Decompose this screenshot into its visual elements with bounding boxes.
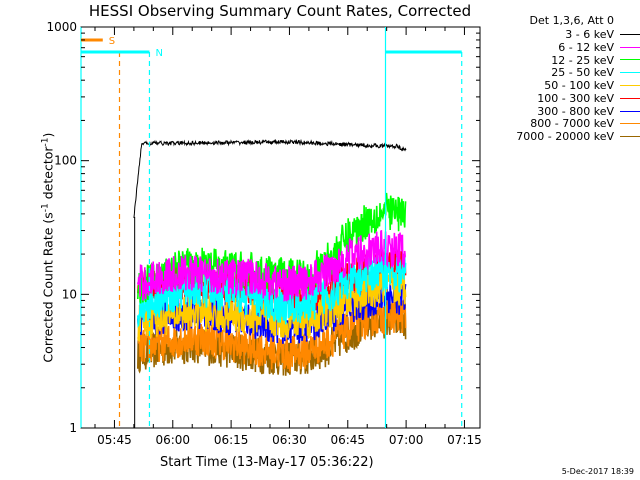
- series-line-25-50keV: [137, 254, 407, 329]
- x-axis-label: Start Time (13-May-17 05:36:22): [160, 455, 374, 470]
- legend-label: 300 - 800 keV: [537, 104, 614, 118]
- series-line-50-100keV: [137, 268, 407, 342]
- legend-entry: 7000 - 20000 keV: [484, 130, 640, 143]
- legend-label: 800 - 7000 keV: [530, 117, 614, 131]
- legend-entry: 800 - 7000 keV: [484, 117, 640, 131]
- legend-label: 7000 - 20000 keV: [516, 130, 614, 144]
- legend-entry: 3 - 6 keV: [484, 28, 640, 41]
- legend: Det 1,3,6, Att 0 3 - 6 keV 6 - 12 keV 12 -…: [484, 14, 640, 143]
- y-axis-label-sup1: -1: [40, 203, 51, 213]
- y-tick-label: 10: [62, 287, 77, 301]
- marker-label-N: N: [155, 48, 162, 59]
- y-tick-label: 1000: [46, 20, 77, 34]
- legend-swatch: [620, 46, 640, 48]
- legend-swatch: [620, 85, 640, 87]
- legend-entry: 50 - 100 keV: [484, 79, 640, 92]
- series-layer: [133, 138, 407, 428]
- x-tick-label: 05:45: [97, 433, 132, 447]
- legend-swatch: [620, 97, 640, 99]
- tick-layer: 1 10 100 1000 05:45 06:00 06:15 06:30 06:45 07:00…: [46, 20, 481, 447]
- y-axis-label-sup2: -1: [40, 137, 51, 147]
- legend-label: 12 - 25 keV: [551, 53, 614, 67]
- legend-entry: 6 - 12 keV: [484, 41, 640, 54]
- y-tick-label: 100: [54, 154, 77, 168]
- y-axis-label-mid: detector: [40, 146, 56, 204]
- legend-label: 3 - 6 keV: [565, 27, 614, 41]
- x-tick-label: 07:00: [389, 433, 424, 447]
- x-tick-label: 06:30: [272, 433, 307, 447]
- legend-entry: 25 - 50 keV: [484, 66, 640, 79]
- x-tick-label: 06:00: [155, 433, 190, 447]
- legend-entry: 300 - 800 keV: [484, 105, 640, 118]
- x-tick-label: 06:15: [214, 433, 249, 447]
- legend-label: 6 - 12 keV: [558, 40, 614, 54]
- legend-header: Det 1,3,6, Att 0: [529, 14, 614, 27]
- legend-label: 100 - 300 keV: [537, 91, 614, 105]
- legend-swatch: [620, 72, 640, 74]
- x-tick-label: 06:45: [330, 433, 365, 447]
- legend-rows: 3 - 6 keV 6 - 12 keV 12 - 25 keV 25 - 50 ke…: [484, 28, 640, 143]
- legend-swatch: [620, 136, 640, 138]
- y-tick-label: 1: [69, 421, 77, 435]
- legend-swatch: [620, 33, 640, 35]
- legend-swatch: [620, 110, 640, 112]
- chart-title: HESSI Observing Summary Count Rates, Cor…: [88, 2, 472, 20]
- y-axis-label-end: ): [40, 132, 56, 138]
- legend-label: 50 - 100 keV: [544, 79, 614, 93]
- x-tick-label: 07:15: [447, 433, 482, 447]
- y-axis-label-main: Corrected Count Rate (s: [40, 212, 56, 363]
- legend-entry: 12 - 25 keV: [484, 54, 640, 67]
- timestamp-footer: 5-Dec-2017 18:39: [561, 467, 634, 476]
- overlay-layer: SN: [80, 27, 463, 428]
- y-axis-label: Corrected Count Rate (s-1 detector-1): [40, 128, 55, 368]
- series-line-6-12keV: [137, 229, 406, 302]
- series-line-3-6keV: [133, 138, 407, 218]
- marker-label-S: S: [109, 36, 115, 47]
- legend-entry: 100 - 300 keV: [484, 92, 640, 105]
- legend-swatch: [620, 59, 640, 61]
- legend-label: 25 - 50 keV: [551, 66, 614, 80]
- legend-swatch: [620, 123, 640, 125]
